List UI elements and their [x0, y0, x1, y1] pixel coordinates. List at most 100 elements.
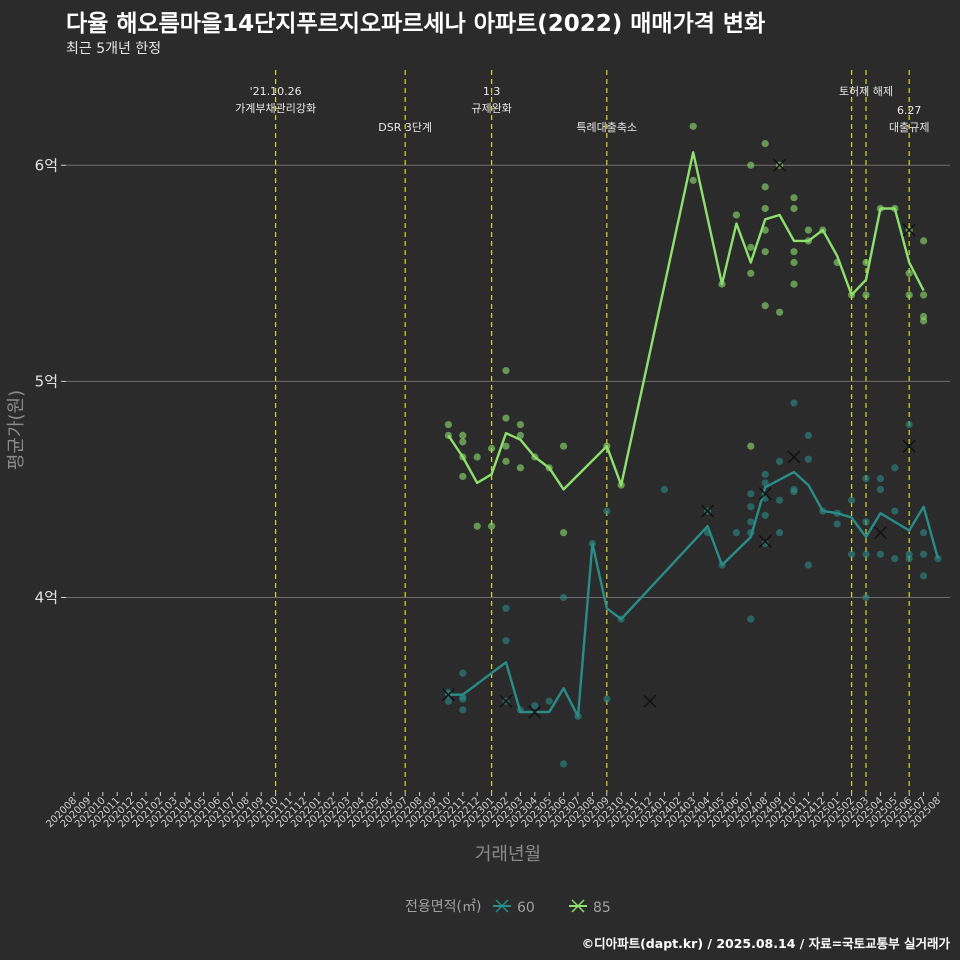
transaction-point — [790, 258, 798, 267]
legend: 전용면적(㎡) 60 85 — [405, 899, 611, 916]
transaction-point — [920, 317, 928, 325]
transaction-point — [905, 291, 913, 299]
transaction-point — [905, 269, 913, 277]
grid-lines — [66, 164, 950, 598]
cancelled-marker — [758, 487, 772, 501]
transaction-point — [761, 248, 769, 256]
transaction-point — [891, 507, 899, 515]
average-line-85 — [447, 151, 925, 491]
cancelled-marker — [758, 534, 772, 548]
transaction-point — [848, 496, 856, 504]
transaction-point — [920, 550, 928, 558]
transaction-point — [804, 455, 813, 463]
transaction-point — [488, 444, 496, 452]
transaction-point — [876, 550, 885, 558]
transaction-point — [459, 669, 467, 677]
transaction-point — [502, 414, 510, 422]
transaction-point — [747, 442, 755, 450]
transaction-point — [920, 291, 928, 299]
average-line-60 — [448, 470, 940, 718]
transaction-point — [747, 161, 755, 169]
transaction-point — [761, 302, 769, 310]
x-axis: 2020082020092020102020112020122021012021… — [44, 792, 943, 830]
transaction-point — [459, 472, 467, 481]
transaction-point — [804, 431, 813, 440]
transaction-point — [473, 453, 481, 461]
transaction-point — [545, 697, 553, 705]
transaction-point — [790, 485, 798, 494]
cancelled-marker — [499, 694, 513, 708]
transaction-point — [776, 529, 784, 537]
policy-annotation: 1.3 — [483, 85, 501, 98]
transaction-point — [761, 511, 769, 519]
transaction-point — [761, 204, 769, 213]
policy-annotation: DSR 3단계 — [378, 121, 432, 134]
policy-annotation: 토허제 해제 — [839, 84, 893, 98]
transaction-point — [502, 366, 510, 375]
transaction-point — [747, 518, 755, 526]
transaction-point — [905, 554, 913, 563]
transaction-point — [862, 475, 870, 483]
legend-title: 전용면적(㎡) — [405, 899, 481, 915]
transaction-point — [689, 176, 697, 184]
transaction-point — [790, 280, 798, 288]
transaction-point — [876, 475, 885, 483]
transaction-point — [776, 308, 784, 316]
cancelled-marker — [643, 694, 657, 708]
transaction-point — [862, 291, 870, 299]
transaction-point — [502, 457, 510, 465]
transaction-points — [444, 122, 942, 768]
transaction-point — [905, 420, 913, 429]
transaction-point — [459, 431, 467, 440]
transaction-point — [804, 561, 813, 569]
policy-annotation: 대출규제 — [889, 121, 929, 134]
cancelled-marker — [873, 526, 887, 540]
transaction-point — [862, 550, 870, 558]
policy-annotation: 규제완화 — [471, 102, 511, 115]
transaction-point — [761, 140, 769, 148]
transaction-point — [747, 243, 755, 251]
transaction-point — [444, 697, 452, 705]
transaction-point — [790, 248, 798, 256]
transaction-point — [502, 442, 510, 450]
transaction-point — [516, 431, 525, 440]
transaction-point — [603, 695, 611, 703]
transaction-point — [862, 593, 870, 602]
cancelled-marker — [773, 158, 787, 172]
legend-swatch-cross — [495, 899, 509, 913]
policy-annotation: 특례대출축소 — [576, 121, 637, 134]
transaction-point — [876, 485, 885, 494]
transaction-point — [732, 529, 741, 537]
transaction-point — [531, 701, 539, 710]
source-caption: ©디아파트(dapt.kr) / 2025.08.14 / 자료=국토교통부 실… — [581, 936, 950, 951]
transaction-point — [560, 529, 568, 537]
cancelled-marker — [902, 223, 916, 237]
average-lines — [447, 151, 940, 718]
policy-annotation: '21.10.26 — [250, 85, 302, 98]
transaction-point — [473, 522, 481, 530]
transaction-point — [502, 637, 510, 645]
transaction-point — [862, 518, 870, 526]
transaction-point — [804, 226, 813, 234]
transaction-point — [920, 237, 928, 245]
cancelled-marker — [902, 439, 916, 453]
transaction-point — [560, 593, 568, 602]
transaction-point — [891, 554, 899, 563]
transaction-point — [790, 204, 798, 213]
chart-subtitle: 최근 5개년 한정 — [66, 41, 162, 57]
cancelled-marker — [701, 504, 715, 518]
transaction-point — [502, 604, 510, 612]
policy-annotation: 6.27 — [897, 104, 922, 117]
transaction-point — [776, 496, 784, 504]
transaction-point — [833, 520, 841, 528]
transaction-point — [761, 183, 769, 191]
transaction-point — [560, 760, 568, 768]
transaction-point — [891, 464, 899, 472]
transaction-point — [560, 442, 568, 450]
transaction-point — [747, 490, 755, 498]
x-axis-title: 거래년월 — [475, 844, 541, 865]
transaction-point — [488, 522, 496, 530]
transaction-point — [516, 464, 525, 472]
